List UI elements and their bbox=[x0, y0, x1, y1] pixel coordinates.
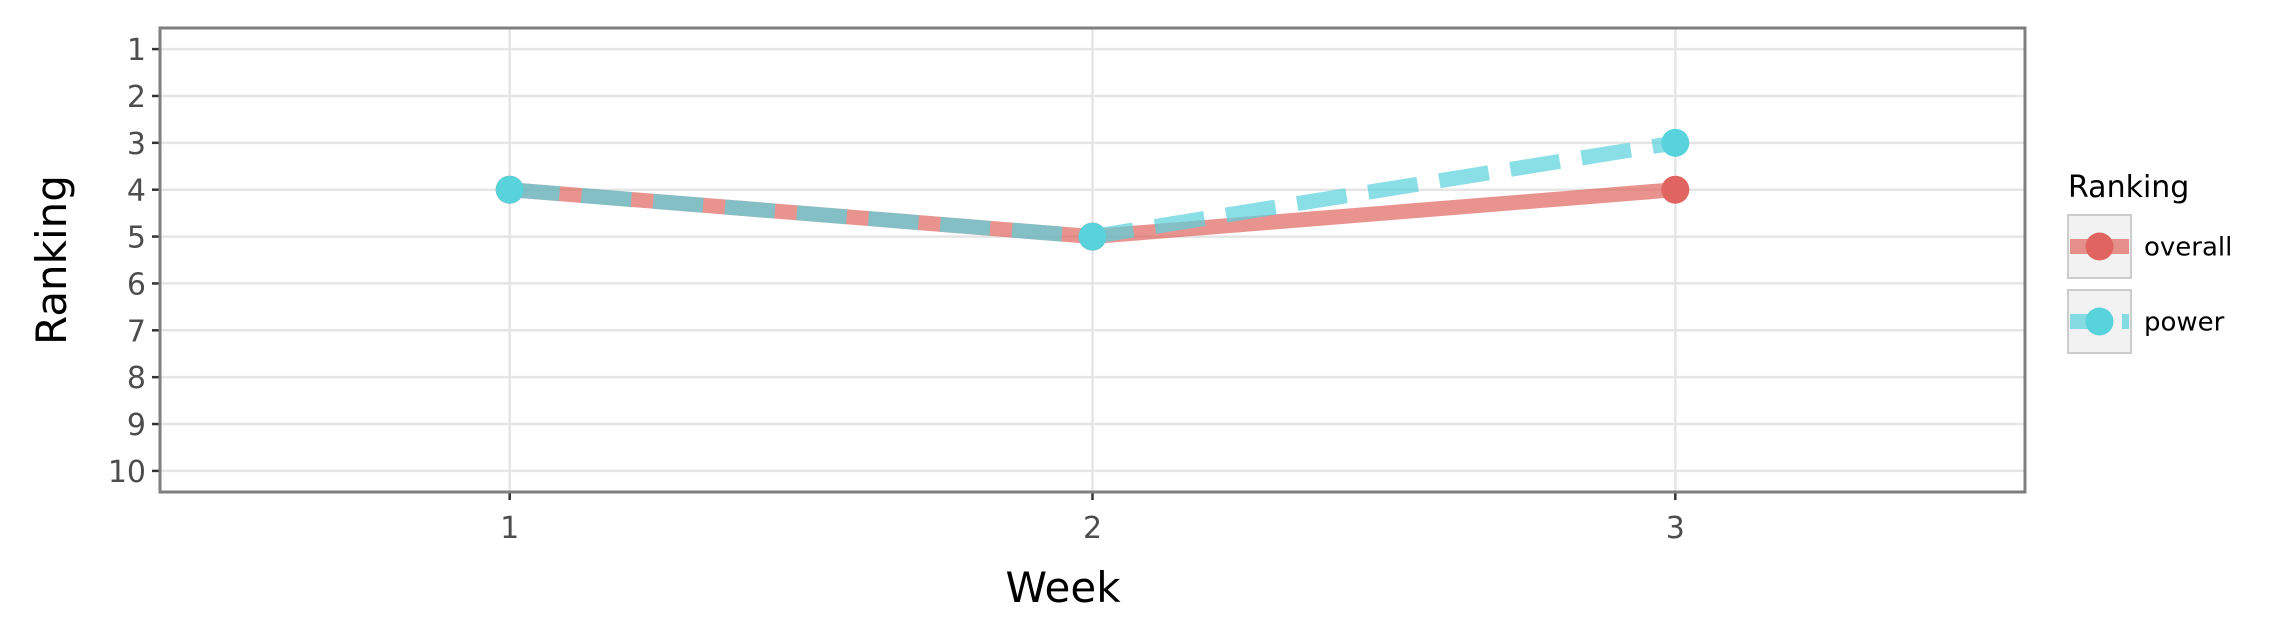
legend-item-power: power bbox=[2067, 289, 2225, 354]
data-point-overall bbox=[1661, 175, 1690, 204]
legend: Ranking overall power bbox=[2067, 170, 2232, 354]
y-tick-label: 7 bbox=[127, 314, 146, 349]
legend-title: Ranking bbox=[2068, 170, 2189, 205]
data-point-power bbox=[1661, 128, 1690, 157]
series-points bbox=[495, 128, 1690, 251]
data-point-power bbox=[1078, 222, 1107, 251]
y-tick-label: 8 bbox=[127, 361, 146, 396]
legend-key-point bbox=[2085, 232, 2114, 261]
y-axis-ticks: 1 2 3 4 5 6 7 8 9 10 bbox=[108, 33, 160, 490]
legend-items: overall power bbox=[2067, 214, 2232, 354]
plot-border bbox=[158, 26, 2027, 494]
y-tick-label: 3 bbox=[127, 127, 146, 162]
y-tick-label: 5 bbox=[127, 221, 146, 256]
x-axis-title: Week bbox=[1005, 563, 1121, 612]
gridlines bbox=[160, 28, 2025, 492]
y-tick-label: 10 bbox=[108, 455, 146, 490]
y-tick-label: 1 bbox=[127, 33, 146, 68]
x-tick-label: 3 bbox=[1666, 511, 1685, 546]
y-axis-title: Ranking bbox=[27, 175, 76, 345]
y-tick-label: 6 bbox=[127, 267, 146, 302]
y-tick-label: 4 bbox=[127, 174, 146, 209]
legend-label: power bbox=[2144, 308, 2225, 338]
x-tick-label: 1 bbox=[500, 511, 519, 546]
x-axis-ticks: 1 2 3 bbox=[500, 492, 1685, 546]
y-tick-label: 2 bbox=[127, 80, 146, 115]
data-point-power bbox=[495, 175, 524, 204]
legend-key-point bbox=[2085, 307, 2114, 336]
legend-label: overall bbox=[2144, 233, 2232, 263]
x-tick-label: 2 bbox=[1083, 511, 1102, 546]
legend-item-overall: overall bbox=[2067, 214, 2232, 279]
y-tick-label: 9 bbox=[127, 408, 146, 443]
